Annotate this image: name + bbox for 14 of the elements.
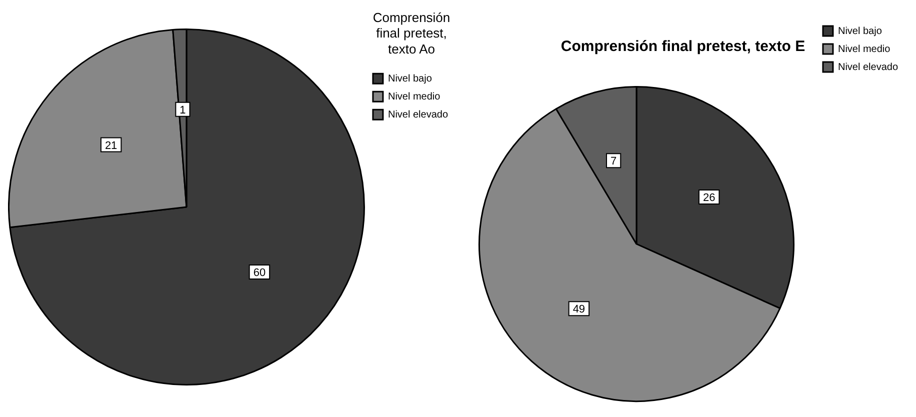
text: Comprensión final pretest, texto E <box>560 38 806 56</box>
legend-title: Comprensión final pretest, texto Ao <box>372 10 450 56</box>
legend-label: Nivel elevado <box>838 62 898 73</box>
legend-label: Nivel medio <box>388 91 441 102</box>
legend-label: Nivel medio <box>838 44 891 55</box>
data-label: 7 <box>610 156 617 168</box>
legend-label: Nivel bajo <box>388 73 432 84</box>
legend-label: Nivel elevado <box>388 109 448 120</box>
data-label: 26 <box>702 192 716 204</box>
legend-label: Nivel bajo <box>838 26 882 37</box>
data-label: 49 <box>572 304 586 316</box>
data-label: 60 <box>253 267 266 280</box>
data-label: 21 <box>104 140 118 152</box>
data-label: 1 <box>180 104 186 116</box>
